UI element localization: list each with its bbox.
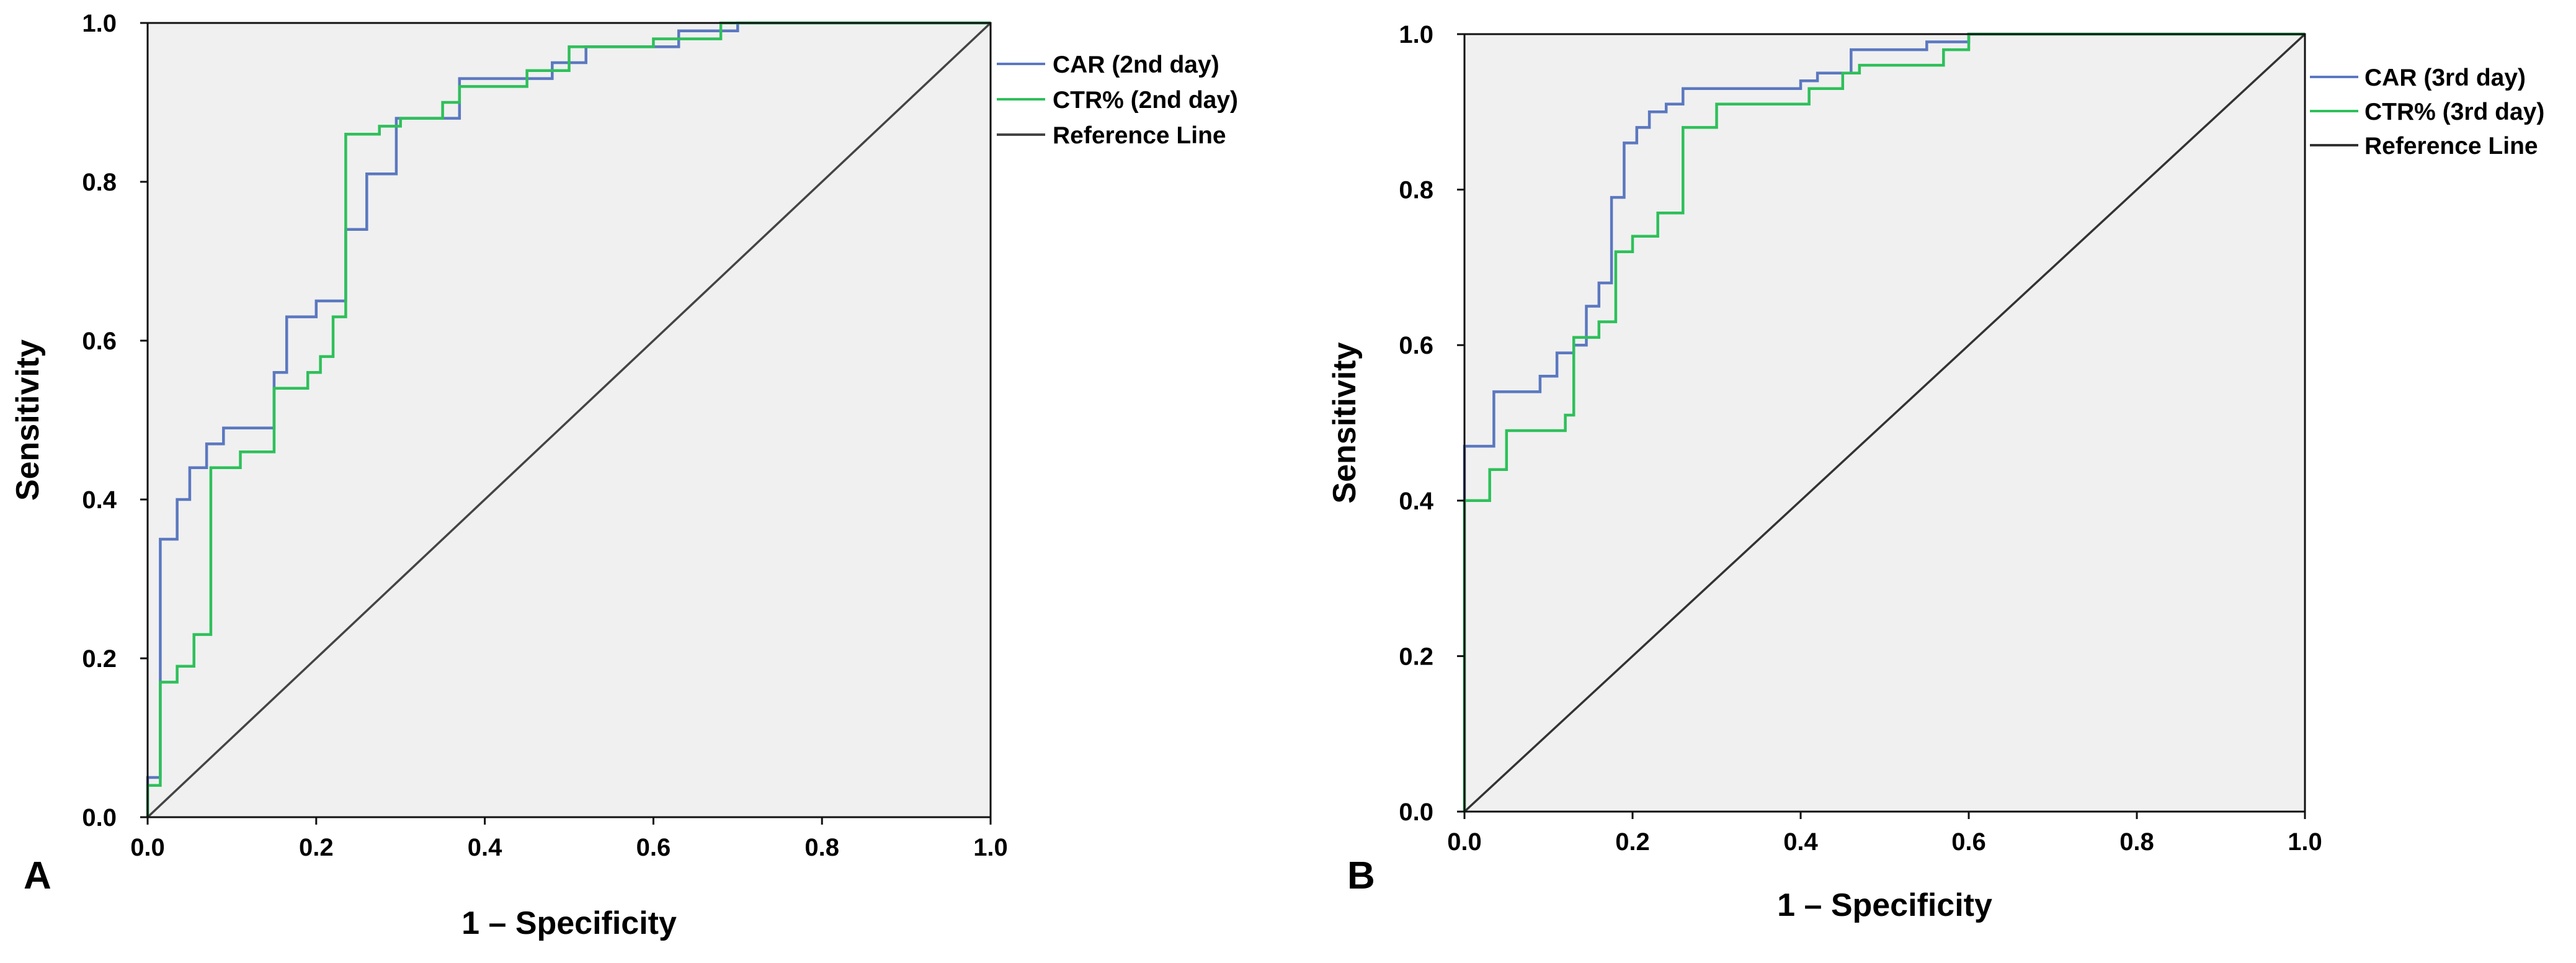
legend-label: CAR (3rd day) — [2364, 65, 2526, 91]
y-tick-label: 0.0 — [1399, 799, 1433, 826]
x-tick-label: 0.6 — [1951, 828, 1986, 856]
x-tick-label: 0.8 — [804, 834, 839, 861]
y-tick-label: 0.6 — [82, 328, 117, 355]
y-tick-label: 1.0 — [1399, 21, 1433, 48]
legend-label: CAR (2nd day) — [1053, 52, 1219, 78]
chart-panel-b: 0.0 0.2 0.4 0.6 0.8 1.0 0.0 0.2 0.4 0.6 0.8 1.0 1 – … — [1327, 21, 2544, 923]
y-tick-label: 0.2 — [1399, 643, 1433, 670]
y-axis-title: Sensitivity — [10, 339, 46, 501]
x-tick-label: 1.0 — [2288, 828, 2322, 856]
legend-label: CTR% (3rd day) — [2364, 99, 2544, 125]
x-tick-label: 0.2 — [299, 834, 334, 861]
panel-label: A — [24, 854, 51, 897]
y-tick-label: 0.2 — [82, 645, 117, 673]
x-tick-label: 0.2 — [1615, 828, 1650, 856]
panel-label: B — [1347, 854, 1375, 897]
legend: CAR (2nd day) CTR% (2nd day) Reference Lin… — [997, 52, 1238, 149]
x-tick-label: 0.4 — [468, 834, 502, 861]
legend: CAR (3rd day) CTR% (3rd day) Reference Lin… — [2310, 65, 2544, 159]
x-tick-label: 1.0 — [973, 834, 1008, 861]
x-tick-label: 0.6 — [636, 834, 671, 861]
y-tick-label: 0.8 — [82, 169, 117, 196]
x-tick-label: 0.0 — [1447, 828, 1482, 856]
reference-line — [146, 22, 992, 818]
series-line-0 — [146, 21, 991, 817]
x-axis-title: 1 – Specificity — [461, 905, 677, 941]
reference-line — [1463, 33, 2306, 813]
x-tick-label: 0.0 — [130, 834, 165, 861]
y-tick-label: 0.4 — [82, 486, 117, 514]
legend-label: CTR% (2nd day) — [1053, 87, 1238, 114]
series-line-1 — [1463, 32, 2305, 812]
x-tick-label: 0.4 — [1783, 828, 1818, 856]
plot-frame — [146, 22, 992, 818]
x-axis-title: 1 – Specificity — [1777, 887, 1992, 923]
y-tick-label: 0.0 — [82, 804, 117, 831]
y-tick-label: 0.6 — [1399, 332, 1433, 359]
x-tick-label: 0.8 — [2119, 828, 2154, 856]
chart-panel-a: 0.0 0.2 0.4 0.6 0.8 1.0 0.0 0.2 0.4 0.6 0.8 1.0 1 – … — [10, 10, 1238, 941]
y-axis-title: Sensitivity — [1327, 342, 1363, 503]
y-tick-label: 1.0 — [82, 10, 117, 37]
legend-label: Reference Line — [2364, 133, 2538, 159]
legend-label: Reference Line — [1053, 122, 1226, 149]
y-tick-label: 0.8 — [1399, 177, 1433, 204]
series-line-1 — [146, 21, 991, 817]
plot-frame — [1463, 33, 2306, 813]
y-tick-label: 0.4 — [1399, 488, 1433, 515]
